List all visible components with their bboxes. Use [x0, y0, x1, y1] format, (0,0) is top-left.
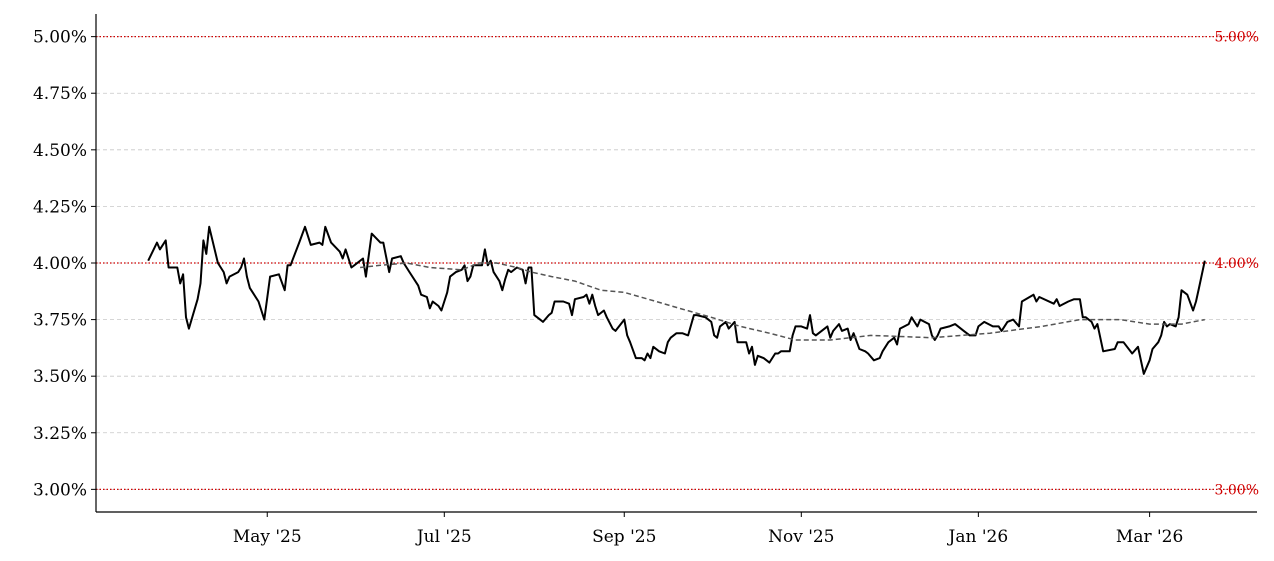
y-tick-label: 4.75%: [33, 84, 87, 104]
y-tick-label: 5.00%: [33, 28, 87, 48]
x-tick-label: Nov '25: [768, 527, 834, 547]
solid-series-line: [147, 225, 1206, 375]
y-tick-label: 3.00%: [33, 480, 87, 500]
dashed-series-line: [360, 262, 1205, 341]
series-lines: [147, 225, 1206, 375]
x-tick-label: May '25: [233, 527, 302, 547]
y-tick-label: 3.75%: [33, 311, 87, 331]
x-tick-label: Jan '26: [947, 527, 1009, 547]
y-tick-label: 4.50%: [33, 141, 87, 161]
reference-line-label: 5.00%: [1215, 30, 1259, 46]
y-tick-label: 4.00%: [33, 254, 87, 274]
gridlines: [96, 36, 1257, 490]
y-tick-label: 3.50%: [33, 367, 87, 387]
y-tick-label: 3.25%: [33, 424, 87, 444]
reference-line-label: 4.00%: [1215, 256, 1259, 272]
x-tick-label: Mar '26: [1116, 527, 1183, 547]
x-tick-label: Jul '25: [415, 527, 472, 547]
axes: [95, 14, 1257, 513]
reference-lines: 5.00% 4.00% 3.00%: [96, 30, 1259, 498]
x-tick-label: Sep '25: [592, 527, 656, 547]
y-axis-ticks: 3.00% 3.25% 3.50% 3.75% 4.00% 4.25% 4.50% 4.75%…: [33, 28, 96, 500]
reference-line-label: 3.00%: [1215, 482, 1259, 498]
y-tick-label: 4.25%: [33, 197, 87, 217]
x-axis-ticks: May '25 Jul '25 Sep '25 Nov '25 Jan '26 Mar '…: [233, 512, 1183, 547]
